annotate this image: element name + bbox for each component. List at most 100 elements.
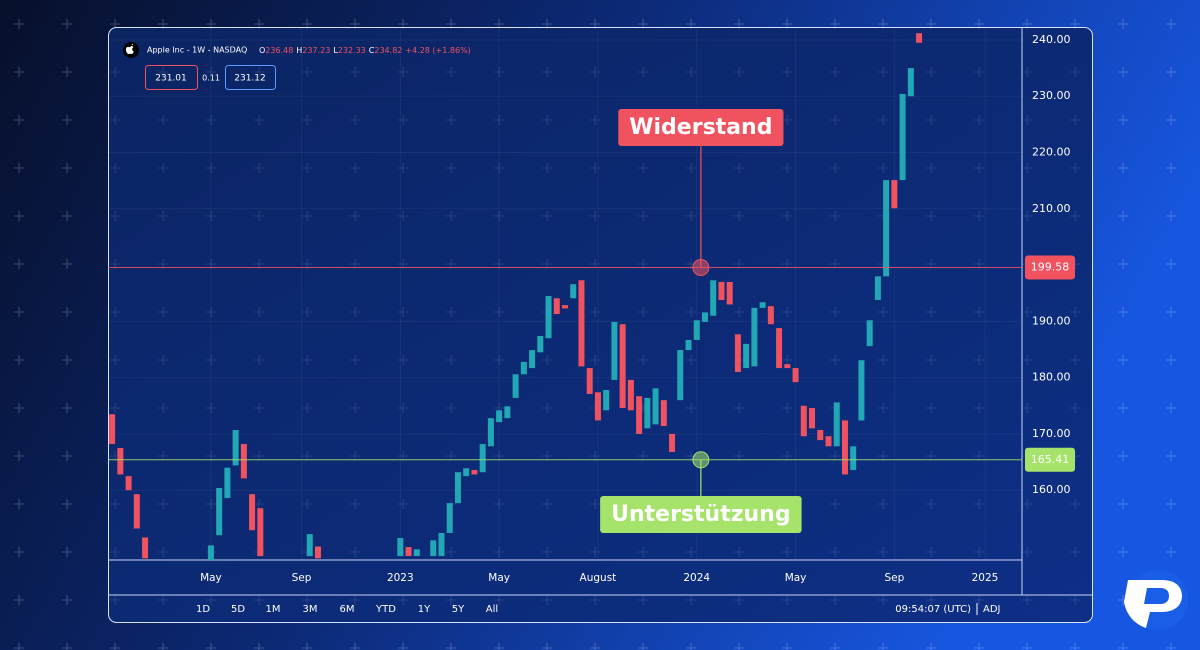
candle: [446, 503, 453, 533]
annotation-box: [618, 109, 784, 146]
ask: 231.12: [234, 74, 266, 84]
candle: [430, 540, 437, 557]
candle: [479, 444, 486, 473]
candle: [314, 546, 321, 559]
x-tick-label: August: [580, 572, 617, 584]
ohlc-key: O: [259, 46, 265, 55]
x-tick-label: May: [200, 572, 222, 584]
range-button[interactable]: All: [486, 604, 498, 615]
candle: [224, 467, 231, 499]
candle: [776, 328, 783, 369]
candle: [817, 429, 824, 441]
y-tick-label: 170.00: [1032, 427, 1071, 440]
symbol: Apple Inc - 1W - NASDAQ: [147, 46, 247, 55]
ohlc-key: H: [296, 46, 302, 55]
candle: [701, 312, 708, 322]
candle: [520, 361, 527, 375]
candle: [891, 180, 898, 209]
candle: [734, 334, 741, 373]
candle: [471, 469, 478, 475]
overlay: 199.58 Widerstand 165.41 Unterstützung: [108, 109, 1075, 533]
range-button[interactable]: 3M: [303, 604, 318, 615]
candle: [759, 302, 766, 308]
candle: [627, 379, 634, 411]
level-label-box: [1025, 255, 1075, 280]
range-button[interactable]: YTD: [375, 604, 396, 615]
y-tick-label: 180.00: [1032, 371, 1071, 384]
brand-logo: [1124, 570, 1188, 630]
candle: [833, 402, 840, 447]
time: 09:54:07 (UTC): [895, 604, 971, 615]
level-label-box: [1025, 447, 1075, 472]
candle: [685, 339, 692, 351]
annotation-text: Unterstützung: [611, 502, 790, 527]
candle: [537, 335, 544, 353]
candle: [693, 320, 700, 340]
adj[interactable]: ADJ: [983, 604, 1001, 615]
x-tick-label: 2025: [972, 572, 999, 584]
level-label: 199.58: [1031, 260, 1070, 273]
annotation-point: [692, 258, 710, 276]
y-tick-label: 190.00: [1032, 314, 1071, 327]
candle: [257, 508, 264, 557]
ask-box: [225, 65, 276, 90]
candle: [413, 549, 420, 557]
ohlc-value: 237.23: [302, 46, 330, 55]
annotation-text: Widerstand: [629, 115, 772, 140]
apple-logo: [125, 43, 134, 54]
panel-pattern: [108, 27, 1093, 623]
plot: [109, 33, 923, 560]
candle: [496, 410, 503, 423]
candle: [142, 537, 149, 559]
ohlc-value: 236.48: [265, 46, 293, 55]
grid: [108, 27, 1022, 560]
candle: [586, 368, 593, 394]
y-tick-label: 220.00: [1032, 146, 1071, 159]
candle: [899, 93, 906, 181]
candle: [240, 444, 247, 479]
candle: [792, 368, 799, 383]
candle: [883, 180, 890, 277]
candle: [570, 284, 577, 299]
range-button[interactable]: 5Y: [452, 604, 465, 615]
candle: [907, 68, 914, 97]
spread: 0.11: [202, 74, 220, 83]
candle: [232, 429, 239, 466]
candle: [809, 408, 816, 429]
candle: [669, 433, 676, 452]
candle: [216, 487, 223, 536]
x-tick-label: Sep: [292, 572, 312, 584]
ohlc: O236.48 H237.23 L232.33 C234.82 +4.28 (+1.86…: [259, 46, 471, 55]
range-button[interactable]: 5D: [231, 604, 245, 615]
candle: [677, 350, 684, 401]
range-button[interactable]: 1M: [266, 604, 281, 615]
range-button[interactable]: 1D: [196, 604, 210, 615]
candle: [562, 305, 568, 309]
annotation-box: [600, 496, 802, 533]
ohlc-value: 232.33: [338, 46, 366, 55]
candle: [644, 397, 651, 429]
x-tick-label: May: [488, 572, 510, 584]
candle: [841, 420, 848, 475]
range-button[interactable]: 1Y: [418, 604, 431, 615]
bid: 231.01: [155, 74, 187, 84]
y-tick-label: 160.00: [1032, 483, 1071, 496]
candle: [207, 545, 214, 560]
candle: [306, 534, 313, 557]
bid-box: [145, 65, 198, 90]
range-button[interactable]: 6M: [340, 604, 355, 615]
candle: [858, 360, 865, 421]
candle: [529, 350, 536, 369]
candle: [784, 364, 791, 369]
candle: [726, 281, 733, 305]
x-tick-label: May: [785, 572, 807, 584]
candle: [743, 343, 750, 369]
candle: [578, 280, 585, 367]
candle: [652, 388, 659, 425]
candle: [660, 400, 667, 427]
y-tick-label: 210.00: [1032, 202, 1071, 215]
candle: [545, 296, 552, 339]
candle: [133, 494, 140, 529]
